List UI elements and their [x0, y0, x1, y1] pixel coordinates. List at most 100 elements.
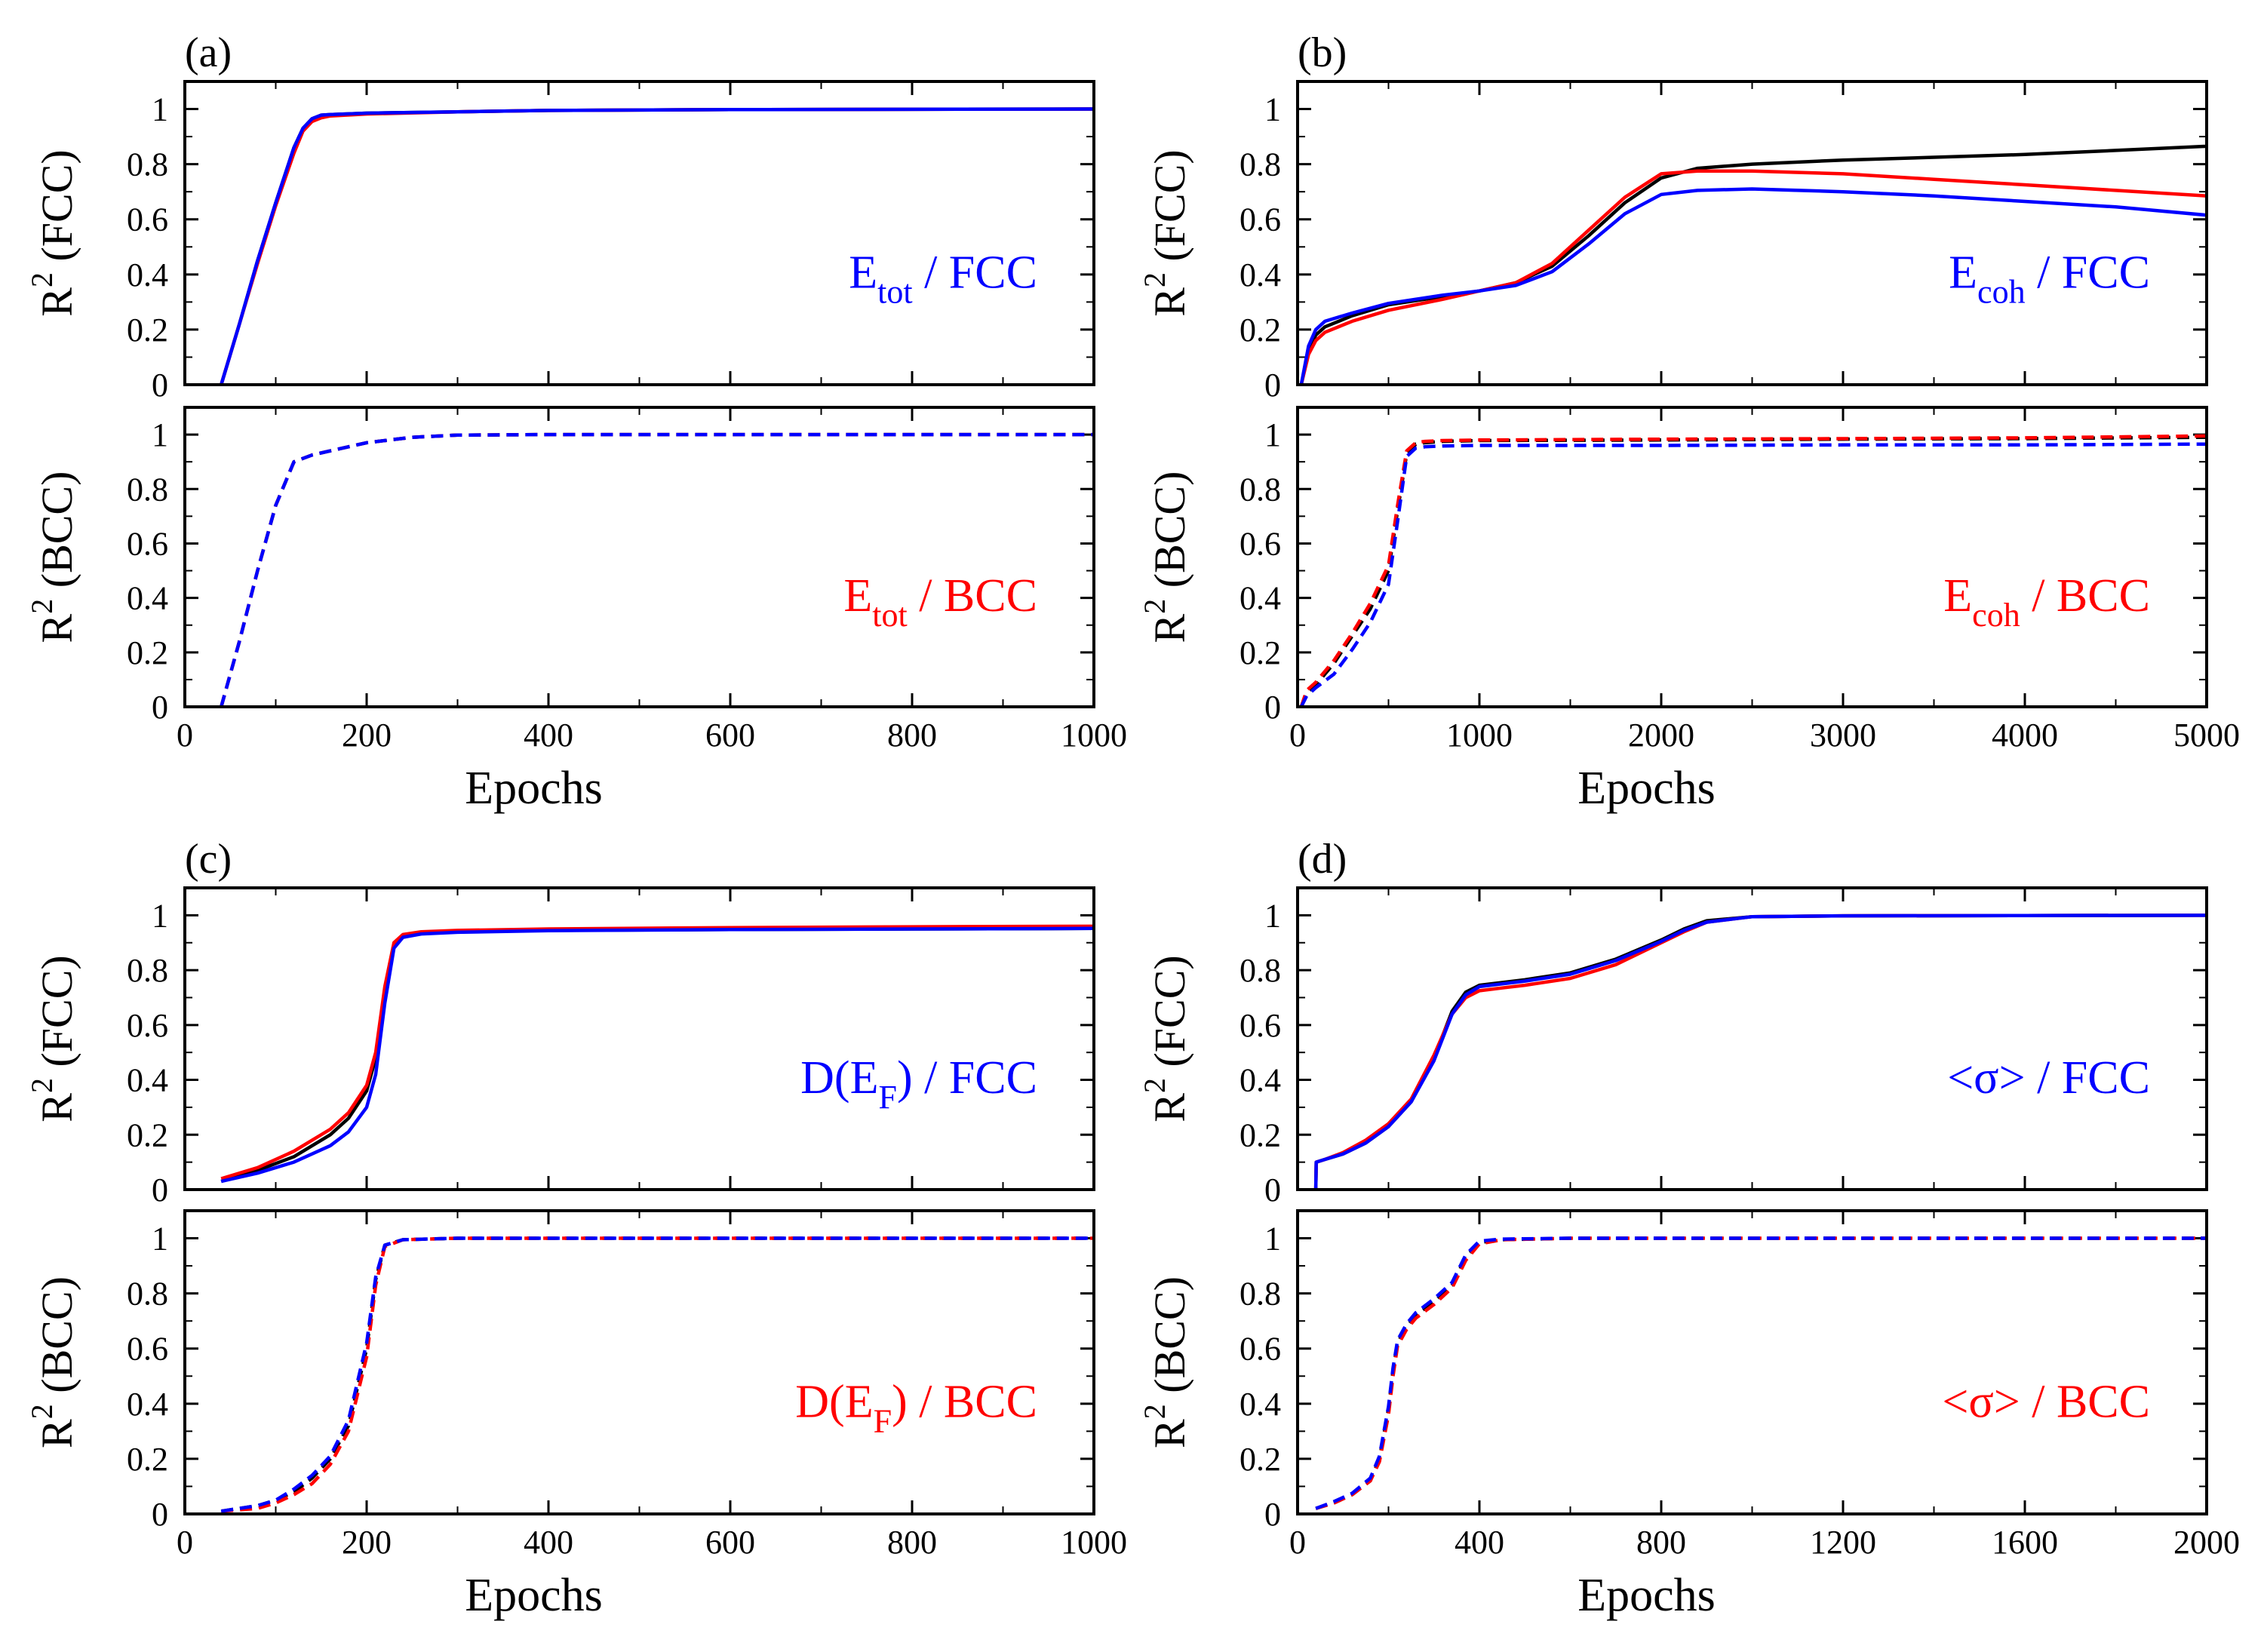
y-axis-label-r: R — [32, 613, 81, 643]
y-axis-label-suffix: (FCC) — [32, 149, 81, 272]
y-tick-label: 0.4 — [1240, 580, 1281, 617]
y-tick-label: 1 — [1264, 91, 1281, 128]
y-tick-label: 1 — [152, 91, 168, 128]
y-axis-label-suffix: (BCC) — [32, 1276, 81, 1404]
y-axis-label-suffix: (BCC) — [1145, 471, 1194, 599]
x-axis-title: Epochs — [1577, 763, 1716, 814]
y-tick-label: 0.2 — [127, 1441, 168, 1478]
series-line-blue — [1299, 442, 2207, 707]
y-axis-label-r: R — [32, 287, 81, 317]
series-line-red — [220, 924, 1094, 1181]
axes-frame — [183, 80, 1095, 386]
annotation-sub: coh — [1972, 597, 2020, 634]
y-axis-label-r: R — [1145, 1419, 1194, 1448]
y-axis-label: R2 (FCC) — [25, 149, 81, 316]
y-tick-label: 1 — [1264, 897, 1281, 934]
y-axis-label: R2 (FCC) — [25, 955, 81, 1122]
y-tick-label: 0 — [1264, 367, 1281, 404]
y-axis-label-sup: 2 — [1138, 1404, 1172, 1419]
series-line-blue — [220, 107, 1094, 385]
x-tick-label: 600 — [705, 717, 755, 754]
y-tick-label: 0.6 — [127, 1331, 168, 1368]
y-tick-label: 0.8 — [127, 952, 168, 989]
x-tick-label: 0 — [177, 717, 193, 754]
annotation-main: D(E — [795, 1376, 873, 1427]
annotation-main: <σ> / BCC — [1942, 1376, 2150, 1427]
x-axis-title: Epochs — [465, 1570, 603, 1621]
series-annotation: Etot / FCC — [849, 247, 1037, 310]
y-axis-label: R2 (BCC) — [1138, 471, 1194, 643]
y-axis-label-r: R — [1145, 613, 1194, 643]
annotation-sub: tot — [872, 597, 907, 634]
x-tick-label: 1000 — [1446, 717, 1513, 754]
y-axis-label-r: R — [1145, 287, 1194, 317]
subplot-bcc: 0 0.2 0.4 0.6 0.8 1 0 200 400 600 800 1000 R2 (BCC) D… — [25, 1209, 1127, 1561]
y-tick-label: 1 — [1264, 416, 1281, 453]
series-annotation: D(EF) / FCC — [800, 1052, 1037, 1116]
annotation-main: E — [849, 247, 877, 298]
annotation-main: E — [1943, 570, 1972, 622]
y-tick-label: 0 — [152, 689, 168, 726]
y-tick-label: 0.8 — [127, 471, 168, 508]
panel-letter: (d) — [1298, 836, 1347, 883]
y-tick-label: 0.2 — [127, 312, 168, 349]
y-axis-label-r: R — [32, 1093, 81, 1122]
series-annotation: Ecoh / BCC — [1943, 570, 2150, 634]
y-axis-label-r: R — [1145, 1093, 1194, 1122]
annotation-main: E — [843, 570, 872, 622]
subplot-bcc: 0 0.2 0.4 0.6 0.8 1 0 1000 2000 3000 4000 5000 R2 (B… — [1138, 406, 2240, 754]
y-tick-label: 0.2 — [1240, 634, 1281, 671]
x-tick-label: 1600 — [1992, 1524, 2058, 1561]
x-tick-label: 0 — [177, 1524, 193, 1561]
series-line-blue — [1313, 914, 2207, 1190]
y-axis-label-suffix: (FCC) — [1145, 149, 1194, 272]
annotation-rest: / FCC — [913, 247, 1037, 298]
y-tick-label: 0.2 — [127, 634, 168, 671]
y-axis-label-sup: 2 — [1138, 1078, 1172, 1093]
y-tick-label: 0.6 — [127, 201, 168, 238]
y-tick-label: 0.4 — [127, 1386, 168, 1423]
series-line-blue — [1299, 187, 2207, 385]
series-line-blue — [220, 432, 1094, 707]
y-tick-label: 0 — [1264, 1496, 1281, 1533]
x-tick-label: 2000 — [1628, 717, 1694, 754]
annotation-sub: coh — [1977, 273, 2026, 310]
y-tick-label: 0.2 — [127, 1116, 168, 1153]
x-tick-label: 3000 — [1810, 717, 1876, 754]
y-tick-label: 0.8 — [1240, 952, 1281, 989]
y-tick-label: 0.4 — [1240, 1386, 1281, 1423]
series-line-blue — [1315, 1236, 2207, 1510]
axes-frame — [1296, 1209, 2208, 1515]
y-tick-label: 0.2 — [1240, 312, 1281, 349]
y-tick-label: 0.6 — [1240, 201, 1281, 238]
y-axis-label-sup: 2 — [25, 272, 59, 287]
x-tick-label: 1000 — [1061, 1524, 1127, 1561]
y-axis-label-suffix: (BCC) — [32, 471, 81, 599]
y-tick-label: 0.4 — [1240, 1062, 1281, 1099]
y-tick-label: 0 — [152, 367, 168, 404]
y-axis-label: R2 (FCC) — [1138, 955, 1194, 1122]
subplot-fcc: 0 0.2 0.4 0.6 0.8 1 R2 (FCC) Ecoh / FCC — [1138, 80, 2208, 404]
series-annotation: <σ> / FCC — [1947, 1052, 2150, 1104]
annotation-sub: F — [874, 1402, 892, 1439]
panel-letter: (a) — [185, 29, 232, 76]
axes-frame — [1296, 80, 2208, 386]
y-axis-label-r: R — [32, 1419, 81, 1448]
y-tick-label: 1 — [152, 1221, 168, 1257]
x-tick-label: 0 — [1289, 1524, 1306, 1561]
annotation-sub: F — [878, 1079, 896, 1116]
annotation-rest: / BCC — [908, 570, 1037, 622]
axes-frame — [183, 1209, 1095, 1515]
annotation-main: E — [1949, 247, 1977, 298]
x-tick-label: 1000 — [1061, 717, 1127, 754]
y-tick-label: 1 — [1264, 1221, 1281, 1257]
annotation-main: <σ> / FCC — [1947, 1052, 2150, 1104]
y-tick-label: 0.6 — [1240, 525, 1281, 562]
x-tick-label: 4000 — [1992, 717, 2058, 754]
subplot-bcc: 0 0.2 0.4 0.6 0.8 1 0 400 800 1200 1600 2000 R2 (BCC… — [1138, 1209, 2240, 1561]
y-tick-label: 0 — [1264, 1171, 1281, 1208]
